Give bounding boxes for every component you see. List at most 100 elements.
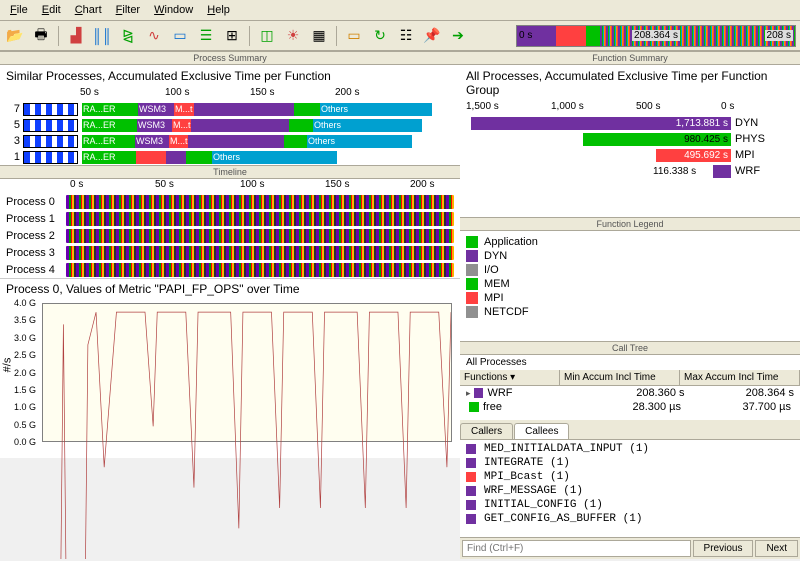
legend-title: Function Legend [460,217,800,231]
timeline-label: Process 0 [6,196,66,208]
process-pattern-icon [23,135,78,148]
menu-window[interactable]: Window [148,2,199,18]
function-label: PHYS [735,133,765,145]
legend-item[interactable]: MEM [466,277,794,291]
function-bar [713,165,731,178]
calltree-row[interactable]: ▸ WRF 208.360 s 208.364 s [460,386,800,400]
list-icon[interactable]: ☷ [395,25,417,47]
callee-swatch [466,514,476,524]
legend-swatch [466,278,478,290]
calltree-row[interactable]: free 28.300 µs 37.700 µs [460,400,800,414]
callee-name: MED_INITIALDATA_INPUT (1) [484,443,649,455]
legend-item[interactable]: Application [466,235,794,249]
function-label: WRF [735,165,760,177]
menu-filter[interactable]: Filter [110,2,146,18]
function-bar-row[interactable]: 116.338 s WRF [466,163,794,179]
process-row[interactable]: 7 RA...ERWSM3M...tOthers [0,101,460,117]
mini-timeline[interactable]: 0 s208.364 s208 s [516,25,796,47]
callee-swatch [466,500,476,510]
column-header[interactable]: Functions ▾ [460,370,560,385]
menu-chart[interactable]: Chart [69,2,108,18]
tool-b-icon[interactable]: ☀ [282,25,304,47]
timeline-bar [66,212,454,226]
callee-list: MED_INITIALDATA_INPUT (1) INTEGRATE (1) … [460,440,800,537]
chart6-icon[interactable]: ☰ [195,25,217,47]
callee-item[interactable]: MED_INITIALDATA_INPUT (1) [466,442,794,456]
ps-axis: 50 s100 s150 s200 s [0,87,460,101]
legend-swatch [466,250,478,262]
print-icon[interactable]: 🖶 [30,25,52,47]
function-bar-row[interactable]: 1,713.881 s DYN [466,115,794,131]
process-row[interactable]: 5 RA...ERWSM3M...tOthers [0,117,460,133]
timeline-row[interactable]: Process 2 [0,227,460,244]
expand-icon[interactable]: ▸ [466,388,471,399]
timeline-label: Process 1 [6,213,66,225]
legend-label: NETCDF [484,306,529,318]
tab-callees[interactable]: Callees [514,423,569,439]
chart7-icon[interactable]: ⊞ [221,25,243,47]
open-icon[interactable]: 📂 [4,25,26,47]
chart1-icon[interactable]: ▟ [65,25,87,47]
tool-d-icon[interactable]: ▭ [343,25,365,47]
calltree-group: All Processes [460,355,800,370]
max-time: 37.700 µs [681,401,791,413]
function-bar-row[interactable]: 980.425 s PHYS [466,131,794,147]
legend-item[interactable]: I/O [466,263,794,277]
process-count: 5 [6,119,20,131]
prev-button[interactable]: Previous [693,540,754,557]
find-input[interactable] [462,540,691,557]
process-row[interactable]: 3 RA...ERWSM3M...tOthers [0,133,460,149]
function-bar-row[interactable]: 495.692 s MPI [466,147,794,163]
timeline-row[interactable]: Process 0 [0,193,460,210]
column-header[interactable]: Max Accum Incl Time [680,370,800,385]
timeline-row[interactable]: Process 4 [0,261,460,278]
callee-name: INITIAL_CONFIG (1) [484,499,603,511]
legend-swatch [466,264,478,276]
legend-item[interactable]: MPI [466,291,794,305]
chart5-icon[interactable]: ▭ [169,25,191,47]
timeline-row[interactable]: Process 1 [0,210,460,227]
pin-icon[interactable]: 📌 [421,25,443,47]
column-header[interactable]: Min Accum Incl Time [560,370,680,385]
callee-name: WRF_MESSAGE (1) [484,485,583,497]
legend-item[interactable]: NETCDF [466,305,794,319]
callee-item[interactable]: INITIAL_CONFIG (1) [466,498,794,512]
process-stack-bar: RA...ERWSM3M...tOthers [82,135,412,148]
legend: Application DYN I/O MEM MPI NETCDF [460,231,800,341]
min-time: 28.300 µs [561,401,681,413]
timeline-bar [66,229,454,243]
timeline-bar [66,263,454,277]
chart-canvas[interactable] [42,303,452,442]
process-count: 7 [6,103,20,115]
menu-help[interactable]: Help [201,2,236,18]
callee-item[interactable]: MPI_Bcast (1) [466,470,794,484]
callee-swatch [466,444,476,454]
process-row[interactable]: 1 RA...EROthers [0,149,460,165]
callee-item[interactable]: GET_CONFIG_AS_BUFFER (1) [466,512,794,526]
legend-label: I/O [484,264,499,276]
process-count: 1 [6,151,20,163]
tool-c-icon[interactable]: ▦ [308,25,330,47]
legend-item[interactable]: DYN [466,249,794,263]
next-button[interactable]: Next [755,540,798,557]
refresh-icon[interactable]: ↻ [369,25,391,47]
menu-file[interactable]: File [4,2,34,18]
chart3-icon[interactable]: ⧎ [117,25,139,47]
menu-edit[interactable]: Edit [36,2,67,18]
function-bar: 495.692 s [656,149,731,162]
legend-swatch [466,236,478,248]
function-name: free [483,401,561,413]
fwd-icon[interactable]: ➔ [447,25,469,47]
chart2-icon[interactable]: ║║ [91,25,113,47]
max-time: 208.364 s [685,387,794,399]
callee-item[interactable]: WRF_MESSAGE (1) [466,484,794,498]
tab-callers[interactable]: Callers [460,423,513,439]
chart4-icon[interactable]: ∿ [143,25,165,47]
timeline-row[interactable]: Process 3 [0,244,460,261]
callee-swatch [466,472,476,482]
callee-name: GET_CONFIG_AS_BUFFER (1) [484,513,642,525]
callee-name: INTEGRATE (1) [484,457,570,469]
callee-item[interactable]: INTEGRATE (1) [466,456,794,470]
process-count: 3 [6,135,20,147]
tool-a-icon[interactable]: ◫ [256,25,278,47]
